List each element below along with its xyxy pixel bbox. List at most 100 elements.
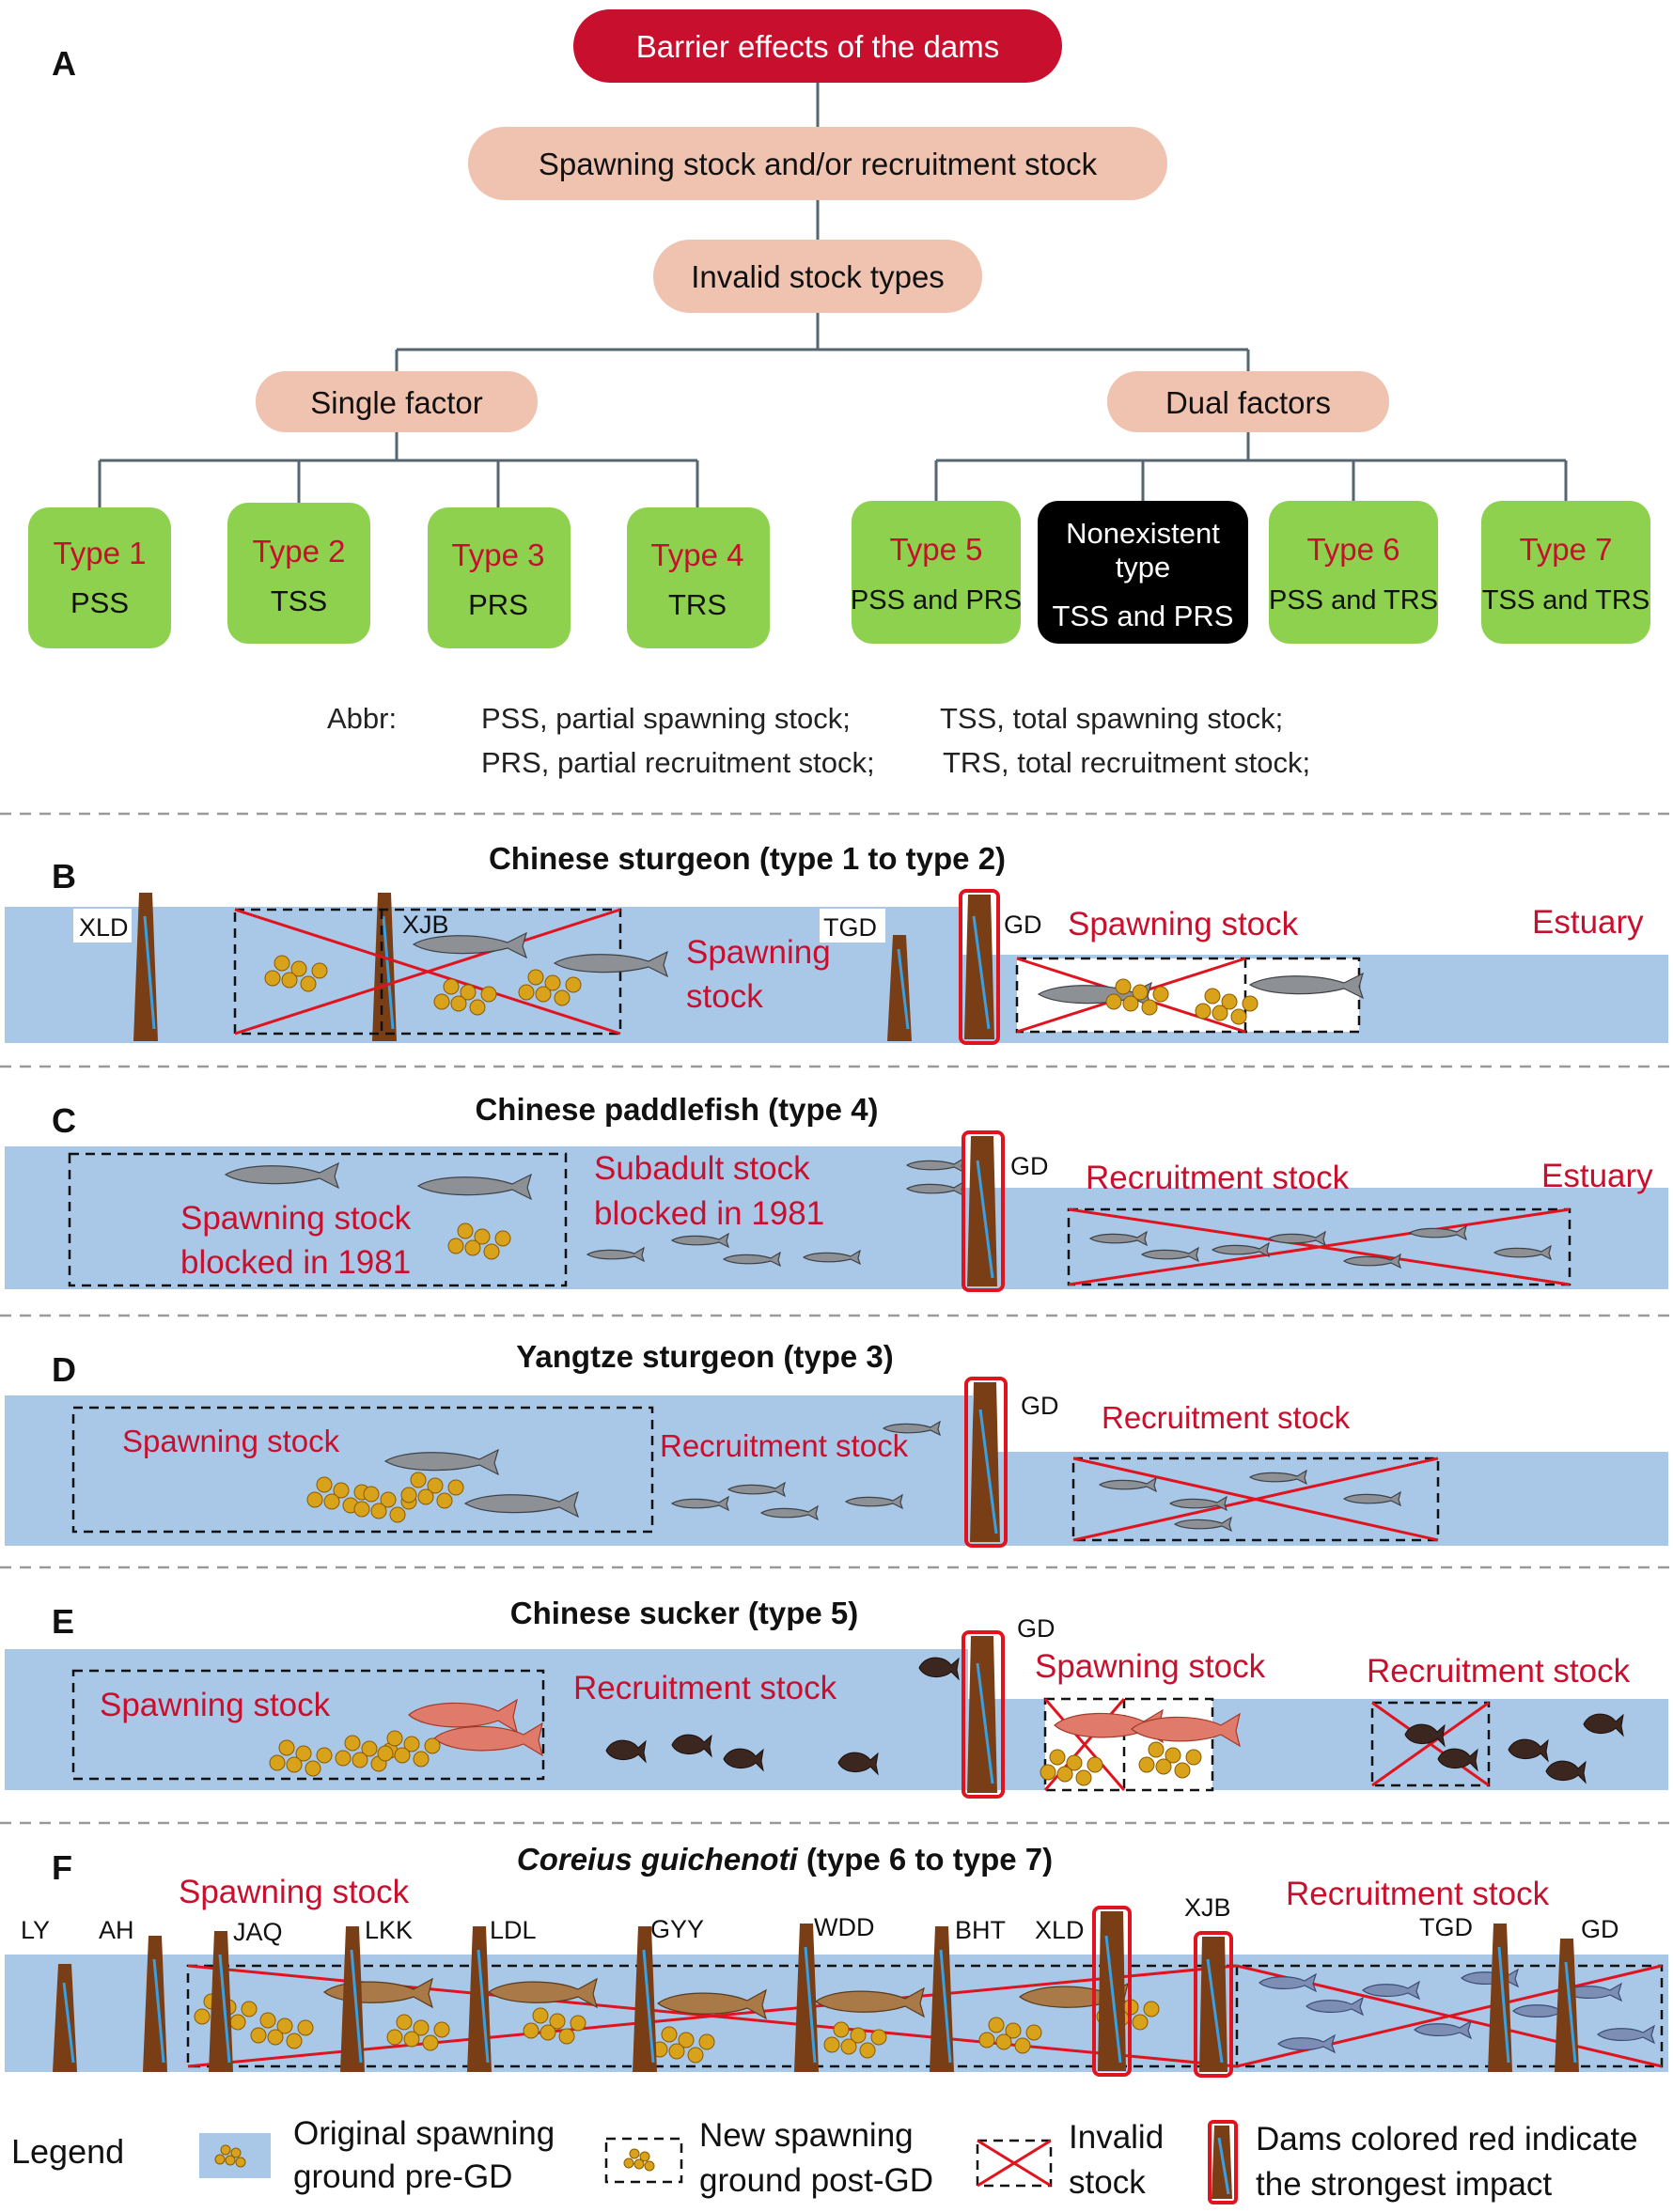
type-5-desc: PSS and PRS [851, 585, 1022, 615]
type-6-box: Type 6 PSS and TRS [1269, 501, 1438, 644]
abbr-prs: PRS, partial recruitment stock; [481, 746, 875, 779]
type-2-name: Type 2 [252, 534, 345, 569]
root-node [573, 9, 1062, 83]
dam-label-ldl: LDL [490, 1916, 537, 1944]
panel-f-letter: F [52, 1848, 72, 1887]
dam-label-bht: BHT [955, 1916, 1006, 1944]
panel-b-title: Chinese sturgeon (type 1 to type 2) [489, 841, 1006, 876]
label-e-spawn-post: Spawning stock [1035, 1648, 1266, 1685]
dam-label-gd-e: GD [1017, 1614, 1055, 1643]
type-7-name: Type 7 [1519, 532, 1612, 567]
panel-c-letter: C [52, 1101, 76, 1140]
panel-a-letter: A [52, 44, 76, 83]
nonexistent-name-2: type [1116, 551, 1171, 584]
label-d-spawn: Spawning stock [122, 1424, 340, 1458]
panel-e-title: Chinese sucker (type 5) [510, 1596, 858, 1630]
dam-xld [133, 893, 158, 1041]
legend-invalid-line2: stock [1069, 2164, 1146, 2201]
legend-invalid-swatch [976, 2139, 1053, 2188]
panel-f-title-rest: (type 6 to type 7) [798, 1842, 1053, 1877]
dam-tgd-f [1488, 1924, 1512, 2072]
dam-gyy [633, 1926, 657, 2072]
panel-e-letter: E [52, 1602, 74, 1641]
dam-ldl [467, 1926, 492, 2072]
dam-label-xjb: XJB [402, 911, 449, 939]
spawn-post-box-e [1043, 1697, 1214, 1792]
label-c-sub1: Subadult stock [594, 1150, 810, 1187]
dam-xjb [372, 893, 397, 1041]
abbr-label: Abbr: [327, 702, 397, 735]
panel-b-letter: B [52, 857, 76, 896]
dam-label-xjb-f: XJB [1184, 1893, 1231, 1922]
dam-wdd [794, 1924, 819, 2072]
dam-gd-b [959, 889, 1000, 1045]
label-c-spawn1: Spawning stock [180, 1200, 412, 1237]
label-c-sub2: blocked in 1981 [594, 1195, 824, 1232]
type-5-box: Type 5 PSS and PRS [851, 501, 1022, 644]
single-factor-label: Single factor [310, 385, 482, 420]
dam-label-ly: LY [21, 1916, 50, 1944]
label-c-recruit: Recruitment stock [1086, 1160, 1350, 1196]
dam-bht [930, 1926, 954, 2072]
dam-gd-f [1555, 1939, 1579, 2072]
dam-label-jaq: JAQ [233, 1918, 283, 1946]
type-7-desc: TSS and TRS [1482, 585, 1650, 615]
type-1-desc: PSS [70, 586, 129, 619]
type-6-name: Type 6 [1306, 532, 1399, 567]
dam-tgd [887, 935, 912, 1041]
dam-label-wdd: WDD [814, 1913, 874, 1941]
river-c-upstream [5, 1146, 963, 1289]
invalid-types-node [653, 240, 982, 313]
nonexistent-desc: TSS and PRS [1053, 600, 1234, 632]
river-d-upstream [5, 1395, 973, 1546]
dam-label-xld: XLD [79, 913, 129, 942]
label-c-estuary: Estuary [1541, 1158, 1653, 1194]
legend-original-ground-swatch [199, 2133, 271, 2178]
legend-title: Legend [11, 2132, 124, 2171]
label-b-spawning-post: Spawning stock [1068, 906, 1299, 942]
river-b-upstream [5, 907, 959, 1043]
dam-label-gd-b: GD [1004, 911, 1042, 939]
type-1-box: Type 1 PSS [28, 507, 171, 648]
legend-new-line2: ground post-GD [699, 2162, 933, 2199]
dam-gd-d [964, 1377, 1008, 1548]
label-b-spawning2: stock [686, 978, 763, 1015]
recruit-box-d [1071, 1456, 1440, 1542]
invalid-box-f [186, 1964, 1664, 2068]
spawn-box-d [71, 1406, 654, 1534]
legend-dam-line1: Dams colored red indicate [1256, 2121, 1638, 2157]
legend-new-line1: New spawning [699, 2117, 914, 2154]
type-2-box: Type 2 TSS [227, 503, 370, 644]
stock-node [468, 127, 1167, 200]
dam-lkk [340, 1926, 365, 2072]
dam-xld-f [1092, 1906, 1132, 2077]
panel-f-title-italic: Coreius guichenoti [517, 1842, 799, 1877]
type-6-desc: PSS and TRS [1269, 585, 1438, 615]
legend-original-line1: Original spawning [293, 2115, 555, 2152]
dam-ly [53, 1964, 77, 2072]
label-f-recruit: Recruitment stock [1286, 1876, 1550, 1912]
type-4-desc: TRS [668, 588, 727, 621]
tgd-label-bg [820, 909, 885, 942]
invalid-cross-b2 [234, 908, 621, 1036]
invalid-types-label: Invalid stock types [691, 259, 945, 294]
river-d-downstream [973, 1452, 1668, 1546]
dual-factors-label: Dual factors [1165, 385, 1331, 420]
legend-new-ground-swatch [604, 2137, 683, 2184]
dam-gd-c [962, 1130, 1005, 1292]
abbr-pss: PSS, partial spawning stock; [481, 702, 851, 735]
dam-label-tgd-f: TGD [1419, 1913, 1473, 1941]
dam-label-gd-f: GD [1581, 1915, 1619, 1943]
label-e-spawn: Spawning stock [100, 1687, 331, 1723]
single-factor-node [256, 371, 538, 432]
dam-ah [143, 1936, 167, 2072]
type-4-box: Type 4 TRS [627, 507, 770, 648]
dam-label-tgd: TGD [823, 913, 877, 942]
label-e-recruit-post: Recruitment stock [1367, 1653, 1631, 1690]
label-d-recruit1: Recruitment stock [660, 1428, 909, 1463]
dam-label-xld-f: XLD [1035, 1916, 1085, 1944]
dam-label-gd-d: GD [1021, 1392, 1059, 1420]
type-4-name: Type 4 [650, 537, 743, 572]
dam-label-gd-c: GD [1010, 1152, 1049, 1180]
